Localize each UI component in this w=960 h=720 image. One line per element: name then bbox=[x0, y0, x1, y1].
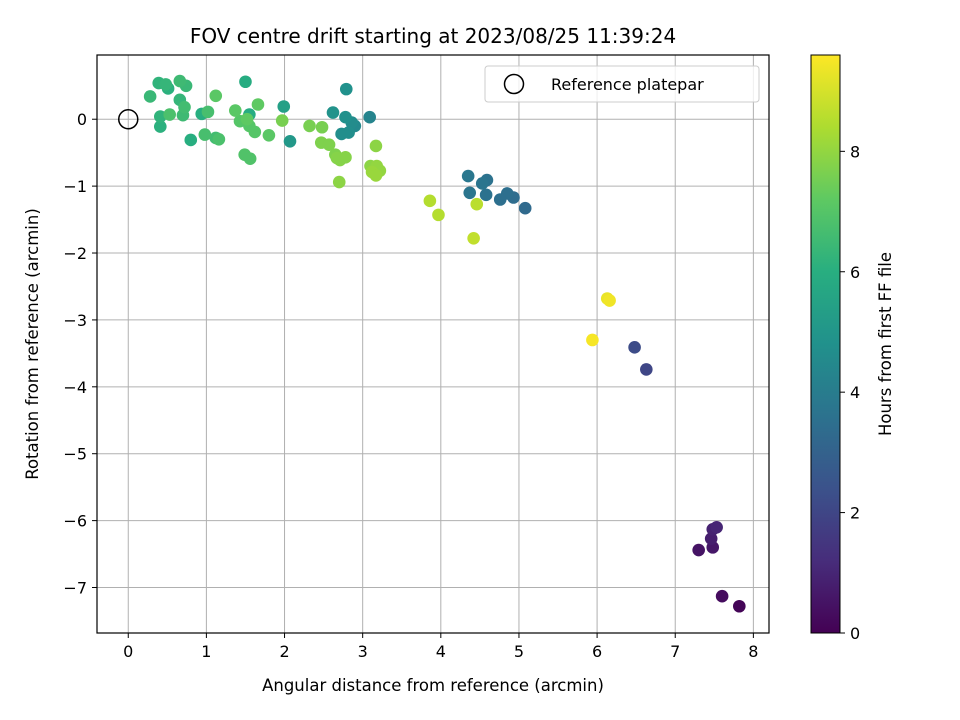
colorbar-tick-label: 6 bbox=[850, 263, 860, 282]
x-tick-label: 6 bbox=[592, 642, 602, 661]
scatter-point bbox=[143, 90, 157, 103]
scatter-point bbox=[423, 194, 437, 208]
scatter-point bbox=[153, 120, 167, 133]
y-axis-label: Rotation from reference (arcmin) bbox=[23, 208, 42, 480]
scatter-point bbox=[240, 112, 254, 126]
scatter-point bbox=[159, 78, 173, 91]
scatter-point bbox=[467, 232, 480, 245]
x-tick-label: 0 bbox=[123, 642, 133, 661]
scatter-point bbox=[628, 341, 641, 354]
scatter-point bbox=[178, 100, 191, 114]
scatter-point bbox=[518, 201, 532, 215]
scatter-point bbox=[243, 152, 257, 165]
legend-box bbox=[484, 65, 760, 103]
scatter-point bbox=[339, 151, 352, 164]
scatter-point bbox=[470, 197, 484, 211]
y-tick-label: −7 bbox=[63, 579, 87, 598]
y-tick-label: −3 bbox=[63, 311, 87, 330]
scatter-point bbox=[212, 132, 226, 146]
scatter-point bbox=[339, 82, 353, 96]
colorbar-tick-label: 4 bbox=[850, 383, 860, 402]
x-tick-label: 8 bbox=[748, 642, 758, 661]
scatter-point bbox=[248, 125, 262, 139]
y-axis-ticks: 0 −1 −2 −3 −4 −5 −6 −7 bbox=[63, 110, 97, 598]
scatter-point bbox=[710, 521, 723, 534]
scatter-point bbox=[463, 186, 477, 200]
scatter-point bbox=[704, 532, 718, 545]
scatter-point bbox=[461, 169, 475, 183]
y-tick-label: −4 bbox=[63, 378, 87, 397]
y-tick-label: −1 bbox=[63, 177, 87, 196]
plot-frame bbox=[96, 54, 770, 634]
scatter-point bbox=[479, 188, 493, 202]
scatter-point bbox=[322, 138, 336, 151]
scatter-point bbox=[586, 333, 599, 347]
x-tick-label: 3 bbox=[358, 642, 368, 661]
scatter-point bbox=[692, 543, 705, 557]
scatter-point bbox=[335, 127, 348, 141]
scatter-point bbox=[369, 169, 383, 182]
scatter-point bbox=[153, 110, 167, 123]
x-tick-label: 7 bbox=[670, 642, 680, 661]
colorbar-label: Hours from first FF file bbox=[876, 252, 895, 436]
scatter-point bbox=[326, 106, 340, 119]
colorbar-tick-label: 8 bbox=[850, 142, 860, 161]
scatter-point bbox=[184, 133, 198, 147]
scatter-point bbox=[640, 363, 653, 376]
scatter-point bbox=[201, 105, 215, 119]
y-tick-label: −2 bbox=[63, 244, 87, 263]
scatter-point bbox=[283, 134, 297, 148]
colorbar: 0 2 4 6 8 Hours from first FF file bbox=[810, 54, 895, 643]
scatter-point bbox=[173, 74, 187, 88]
x-axis-ticks: 0 1 2 3 4 5 6 7 8 bbox=[123, 633, 758, 661]
scatter-point bbox=[163, 108, 176, 121]
scatter-point bbox=[432, 208, 445, 222]
colorbar-tick-label: 2 bbox=[850, 504, 860, 523]
scatter-point bbox=[475, 177, 489, 190]
x-tick-label: 1 bbox=[201, 642, 211, 661]
scatter-point bbox=[229, 104, 242, 117]
scatter-point bbox=[603, 294, 616, 307]
grid-lines bbox=[97, 55, 769, 633]
x-tick-label: 2 bbox=[279, 642, 289, 661]
scatter-point bbox=[493, 193, 507, 206]
y-tick-label: 0 bbox=[77, 110, 87, 129]
legend-label: Reference platepar bbox=[551, 75, 704, 94]
scatter-point bbox=[275, 114, 289, 127]
chart-title: FOV centre drift starting at 2023/08/25 … bbox=[190, 24, 676, 48]
legend: Reference platepar bbox=[484, 65, 760, 103]
legend-reference-marker bbox=[503, 73, 525, 95]
scatter-point bbox=[315, 120, 329, 134]
colorbar-gradient bbox=[810, 54, 841, 634]
scatter-point bbox=[262, 128, 276, 142]
scatter-point bbox=[251, 98, 265, 111]
data-points bbox=[143, 74, 746, 613]
scatter-point bbox=[715, 589, 729, 603]
x-tick-label: 4 bbox=[436, 642, 446, 661]
colorbar-ticks: 0 2 4 6 8 bbox=[840, 142, 860, 643]
x-tick-label: 5 bbox=[514, 642, 524, 661]
scatter-point bbox=[198, 128, 212, 141]
reference-platepar-marker bbox=[118, 108, 139, 130]
scatter-point bbox=[332, 175, 346, 189]
y-tick-label: −5 bbox=[63, 445, 87, 464]
scatter-point bbox=[277, 100, 291, 113]
x-axis-label: Angular distance from reference (arcmin) bbox=[262, 676, 604, 695]
scatter-point bbox=[339, 110, 352, 124]
scatter-point bbox=[303, 119, 316, 133]
y-tick-label: −6 bbox=[63, 512, 87, 531]
scatter-point bbox=[733, 599, 746, 613]
scatter-point bbox=[363, 110, 377, 124]
scatter-point bbox=[369, 139, 383, 153]
scatter-point bbox=[209, 89, 223, 103]
colorbar-tick-label: 0 bbox=[850, 624, 860, 643]
scatter-point bbox=[239, 75, 252, 89]
